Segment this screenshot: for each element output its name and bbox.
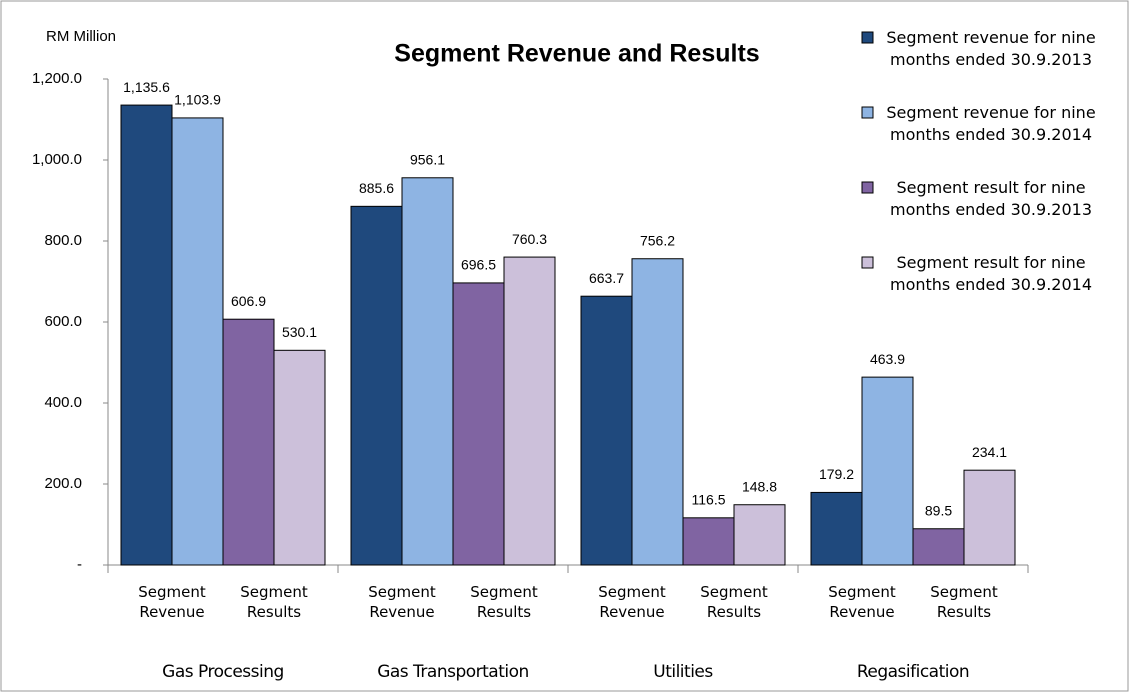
x-category-label: Utilities [653, 662, 713, 682]
x-category-label: Gas Transportation [377, 662, 529, 682]
chart-title: Segment Revenue and Results [394, 40, 759, 68]
y-tick-label: 400.0 [44, 394, 82, 411]
bar [861, 376, 914, 566]
bar [171, 117, 224, 566]
bar [452, 282, 505, 566]
y-axis-label: RM Million [46, 28, 116, 45]
legend-label: Segment revenue for nine months ended 30… [886, 28, 1096, 69]
bar [273, 349, 326, 566]
bar [120, 104, 173, 566]
bar [912, 528, 965, 566]
y-tick-label: 1,000.0 [32, 151, 82, 168]
data-label: 179.2 [819, 466, 854, 482]
x-subcategory-label: Segment Results [240, 583, 308, 621]
x-category-label: Gas Processing [162, 662, 284, 682]
bar [503, 256, 556, 566]
x-subcategory-label: Segment Revenue [138, 583, 206, 621]
data-label: 463.9 [870, 351, 905, 367]
bar [963, 469, 1016, 566]
legend-swatch [861, 31, 874, 44]
legend-swatch [861, 181, 874, 194]
x-subcategory-label: Segment Revenue [598, 583, 666, 621]
y-tick-label: 1,200.0 [32, 70, 82, 87]
bar [222, 318, 275, 566]
x-subcategory-label: Segment Results [470, 583, 538, 621]
data-label: 756.2 [640, 232, 675, 248]
bar [682, 517, 735, 566]
data-label: 234.1 [972, 444, 1007, 460]
y-tick-label: 600.0 [44, 313, 82, 330]
legend-label: Segment result for nine months ended 30.… [889, 178, 1092, 219]
legend-swatch [861, 256, 874, 269]
legend-label: Segment result for nine months ended 30.… [889, 253, 1092, 294]
x-category-label: Regasification [856, 662, 970, 682]
data-label: 696.5 [461, 257, 496, 273]
data-label: 89.5 [925, 502, 952, 518]
bar [733, 504, 786, 566]
bar [631, 258, 684, 566]
bar [350, 205, 403, 566]
data-label: 1,103.9 [174, 92, 221, 108]
y-tick-label: 800.0 [44, 232, 82, 249]
x-subcategory-label: Segment Revenue [368, 583, 436, 621]
legend-swatch [861, 106, 874, 119]
x-subcategory-label: Segment Results [930, 583, 998, 621]
data-label: 606.9 [231, 293, 266, 309]
data-label: 530.1 [282, 324, 317, 340]
bar [810, 491, 863, 566]
data-label: 116.5 [692, 492, 726, 508]
data-label: 1,135.6 [123, 79, 170, 95]
bar [401, 177, 454, 566]
data-label: 760.3 [512, 231, 547, 247]
y-tick-label: - [77, 556, 82, 573]
data-label: 148.8 [742, 478, 777, 494]
data-label: 885.6 [359, 180, 394, 196]
bar [580, 295, 633, 566]
data-label: 956.1 [410, 151, 445, 167]
data-label: 663.7 [589, 270, 624, 286]
x-subcategory-label: Segment Revenue [828, 583, 896, 621]
y-tick-label: 200.0 [44, 475, 82, 492]
legend-label: Segment revenue for nine months ended 30… [886, 103, 1096, 144]
x-subcategory-label: Segment Results [700, 583, 768, 621]
